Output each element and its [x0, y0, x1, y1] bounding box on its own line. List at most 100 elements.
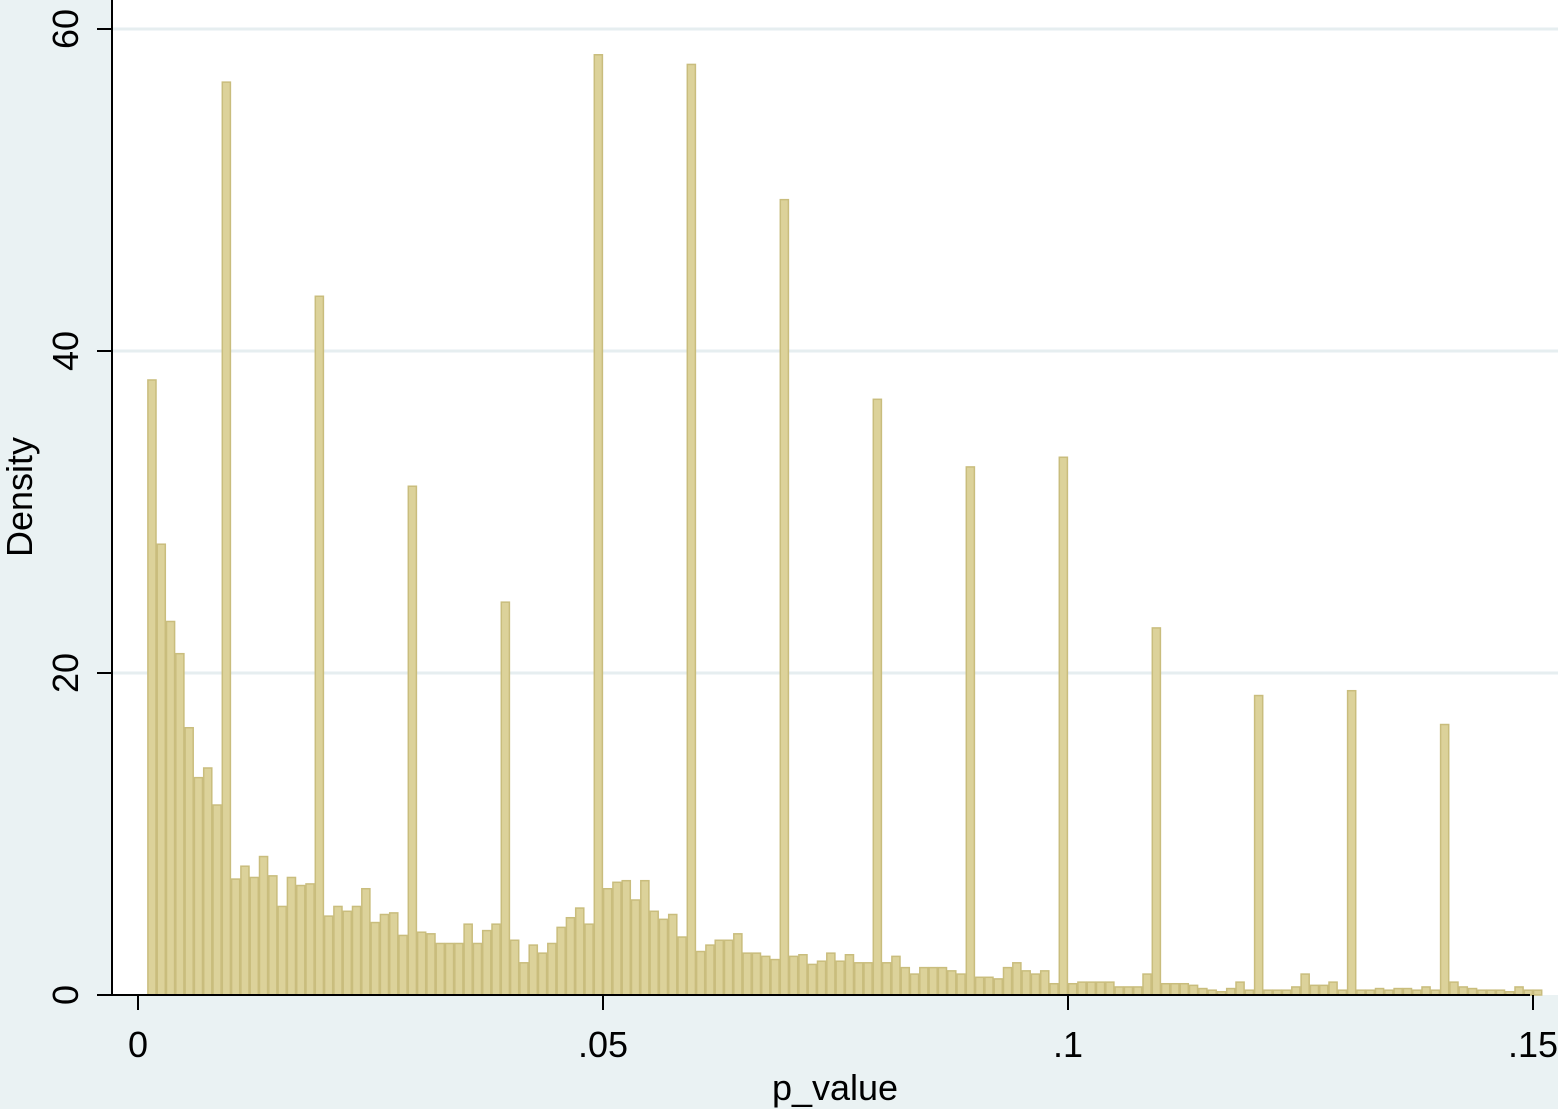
histogram-bar	[528, 944, 539, 996]
histogram-bar	[268, 875, 278, 996]
histogram-bar	[742, 952, 752, 996]
histogram-bar	[500, 601, 511, 996]
histogram-bar	[723, 939, 734, 996]
histogram-bar	[965, 466, 976, 996]
histogram-bar	[565, 916, 576, 996]
histogram-bar	[1058, 456, 1069, 996]
histogram-bar	[1253, 694, 1264, 996]
histogram-bar	[1160, 982, 1171, 996]
x-axis-title: p_value	[772, 1067, 898, 1108]
histogram-bar	[361, 887, 371, 996]
histogram-bar	[993, 978, 1004, 996]
histogram-bar	[1142, 973, 1152, 996]
y-tick-label: 60	[45, 9, 86, 49]
axes	[111, 0, 1530, 996]
histogram-bar	[984, 976, 994, 996]
histogram-bar	[826, 952, 836, 996]
histogram-bar	[891, 955, 901, 996]
histogram-bar	[612, 881, 622, 996]
histogram-bar	[1439, 723, 1450, 996]
histogram-bar	[770, 958, 780, 996]
histogram-bar	[175, 652, 185, 996]
histogram-bar	[1095, 981, 1106, 996]
histogram-bar	[1123, 986, 1134, 996]
histogram-bar	[751, 952, 762, 996]
histogram-bar	[156, 543, 167, 996]
histogram-bar	[481, 929, 492, 996]
histogram-bar	[1170, 982, 1180, 996]
histogram-bar	[547, 942, 557, 996]
histogram-bar	[295, 884, 306, 996]
histogram-bar	[1449, 981, 1459, 996]
histogram-bar	[658, 918, 669, 996]
histogram-bar	[398, 934, 408, 996]
y-axis-ticks: 0 20 40 60	[45, 9, 112, 1005]
histogram-bar	[342, 910, 353, 996]
histogram-bar	[556, 926, 566, 996]
histogram-bar	[258, 855, 269, 996]
histogram-bar	[351, 905, 362, 996]
histogram-bar	[388, 912, 399, 996]
histogram-bar	[919, 966, 929, 996]
histogram-bar	[286, 876, 297, 996]
histogram-bar	[630, 899, 641, 996]
histogram-bar	[900, 966, 911, 996]
histogram-bar	[1235, 981, 1245, 996]
histogram-bar	[1049, 982, 1059, 996]
histogram-bar	[491, 923, 501, 996]
histogram-bar	[602, 887, 613, 996]
histogram-bar	[695, 950, 706, 996]
histogram-bar	[147, 379, 157, 996]
y-axis-title: Density	[0, 437, 40, 557]
histogram-bar	[1039, 970, 1050, 996]
histogram-bar	[937, 966, 948, 996]
histogram-bar	[193, 776, 204, 996]
histogram-bar	[463, 923, 473, 996]
histogram-bar	[519, 962, 529, 996]
y-tick-label: 40	[45, 331, 86, 371]
histogram-bar	[1002, 966, 1013, 996]
histogram-bar	[165, 620, 176, 996]
gridlines	[112, 27, 1558, 675]
histogram-bar	[788, 955, 799, 996]
histogram-bar	[835, 960, 845, 996]
histogram-bar	[667, 913, 678, 996]
histogram-bar	[1132, 986, 1143, 996]
histogram-bar	[1421, 986, 1431, 996]
histogram-bar	[221, 81, 232, 996]
x-tick-label: .05	[578, 1024, 628, 1065]
histogram-bar	[956, 973, 966, 996]
histogram-bar	[760, 955, 771, 996]
histogram-bar	[379, 913, 390, 996]
histogram-bar	[1300, 973, 1310, 996]
histogram-bars	[147, 54, 1543, 996]
histogram-bar	[1114, 986, 1124, 996]
histogram-bar	[1067, 982, 1078, 996]
histogram-bar	[649, 910, 659, 996]
histogram-bar	[1318, 984, 1329, 996]
histogram-bar	[202, 767, 213, 996]
histogram-bar	[435, 942, 446, 996]
histogram-bar	[305, 883, 315, 996]
histogram-bar	[323, 915, 334, 996]
y-tick-label: 0	[45, 985, 86, 1005]
histogram-bar	[1458, 986, 1469, 996]
histogram-bar	[230, 878, 241, 996]
histogram-bar	[370, 921, 380, 996]
histogram-bar	[240, 865, 250, 996]
histogram-bar	[584, 923, 594, 996]
histogram-bar	[407, 485, 418, 996]
histogram-bar	[472, 942, 483, 996]
histogram-bar	[853, 962, 864, 996]
histogram-bar	[593, 54, 604, 996]
histogram-bar	[1346, 689, 1357, 996]
histogram-bar	[621, 879, 632, 996]
histogram-bar	[1179, 982, 1190, 996]
x-axis-ticks: 0 .05 .1 .15	[128, 995, 1558, 1065]
histogram-bar	[1077, 981, 1087, 996]
histogram-bar	[928, 966, 938, 996]
histogram-bar	[277, 905, 287, 996]
histogram-bar	[881, 962, 892, 996]
histogram-bar	[1021, 970, 1031, 996]
histogram-bar	[863, 962, 873, 996]
